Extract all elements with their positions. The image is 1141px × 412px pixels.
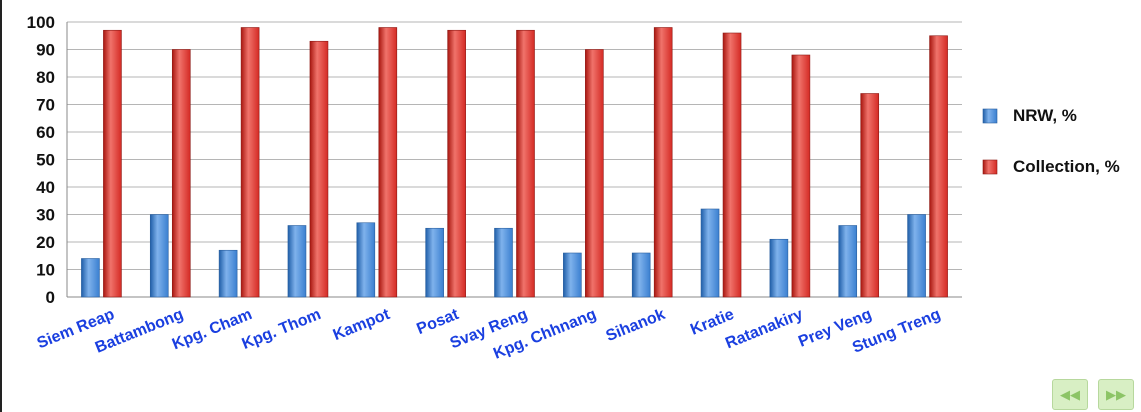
collection-bar xyxy=(240,27,260,298)
rewind-icon: ◀◀ xyxy=(1060,388,1080,403)
legend-label: NRW, % xyxy=(1013,106,1077,125)
legend-label: Collection, % xyxy=(1013,157,1120,176)
y-tick-label: 60 xyxy=(36,123,55,142)
next-slide-button[interactable]: ▶▶ xyxy=(1098,379,1134,410)
nrw-bar xyxy=(631,252,651,298)
collection-bar xyxy=(171,49,191,298)
collection-bar xyxy=(653,27,673,298)
x-tick-label: Kampot xyxy=(331,306,393,344)
collection-bar xyxy=(378,27,398,298)
y-tick-label: 0 xyxy=(46,288,55,307)
collection-bar xyxy=(860,93,880,298)
collection-bar xyxy=(585,49,604,298)
x-tick-label: Kpg. Thom xyxy=(240,306,324,353)
collection-bar xyxy=(722,32,742,298)
nrw-bar xyxy=(563,252,582,298)
collection-bar xyxy=(103,29,122,298)
y-tick-label: 20 xyxy=(36,233,55,252)
nrw-bar xyxy=(769,238,789,298)
nrw-bar xyxy=(356,222,376,298)
nrw-bar xyxy=(218,249,238,298)
legend-swatch xyxy=(982,159,998,175)
y-tick-label: 90 xyxy=(36,41,55,60)
y-tick-label: 80 xyxy=(36,68,55,87)
y-tick-label: 50 xyxy=(36,151,55,170)
y-tick-label: 10 xyxy=(36,261,55,280)
previous-slide-button[interactable]: ◀◀ xyxy=(1052,379,1088,410)
y-tick-label: 70 xyxy=(36,96,55,115)
nrw-bar xyxy=(81,258,100,298)
y-tick-label: 30 xyxy=(36,206,55,225)
collection-bar xyxy=(309,40,329,298)
collection-bar xyxy=(791,54,811,298)
collection-bar xyxy=(447,29,466,298)
nrw-bar xyxy=(838,225,858,298)
nrw-bar xyxy=(149,214,169,298)
fast-forward-icon: ▶▶ xyxy=(1106,388,1126,403)
collection-bar xyxy=(929,35,948,298)
y-tick-label: 100 xyxy=(27,13,55,32)
nrw-bar xyxy=(425,227,444,298)
y-tick-label: 40 xyxy=(36,178,55,197)
collection-bar xyxy=(516,29,535,298)
x-tick-label: Ratanakiry xyxy=(723,306,805,352)
nrw-bar xyxy=(700,208,720,298)
nrw-bar xyxy=(287,225,307,298)
nrw-bar xyxy=(907,214,926,298)
legend-swatch xyxy=(982,108,998,124)
x-tick-label: Sihanok xyxy=(604,306,668,345)
x-tick-label: Kpg. Cham xyxy=(170,306,255,353)
nrw-bar xyxy=(494,227,513,298)
